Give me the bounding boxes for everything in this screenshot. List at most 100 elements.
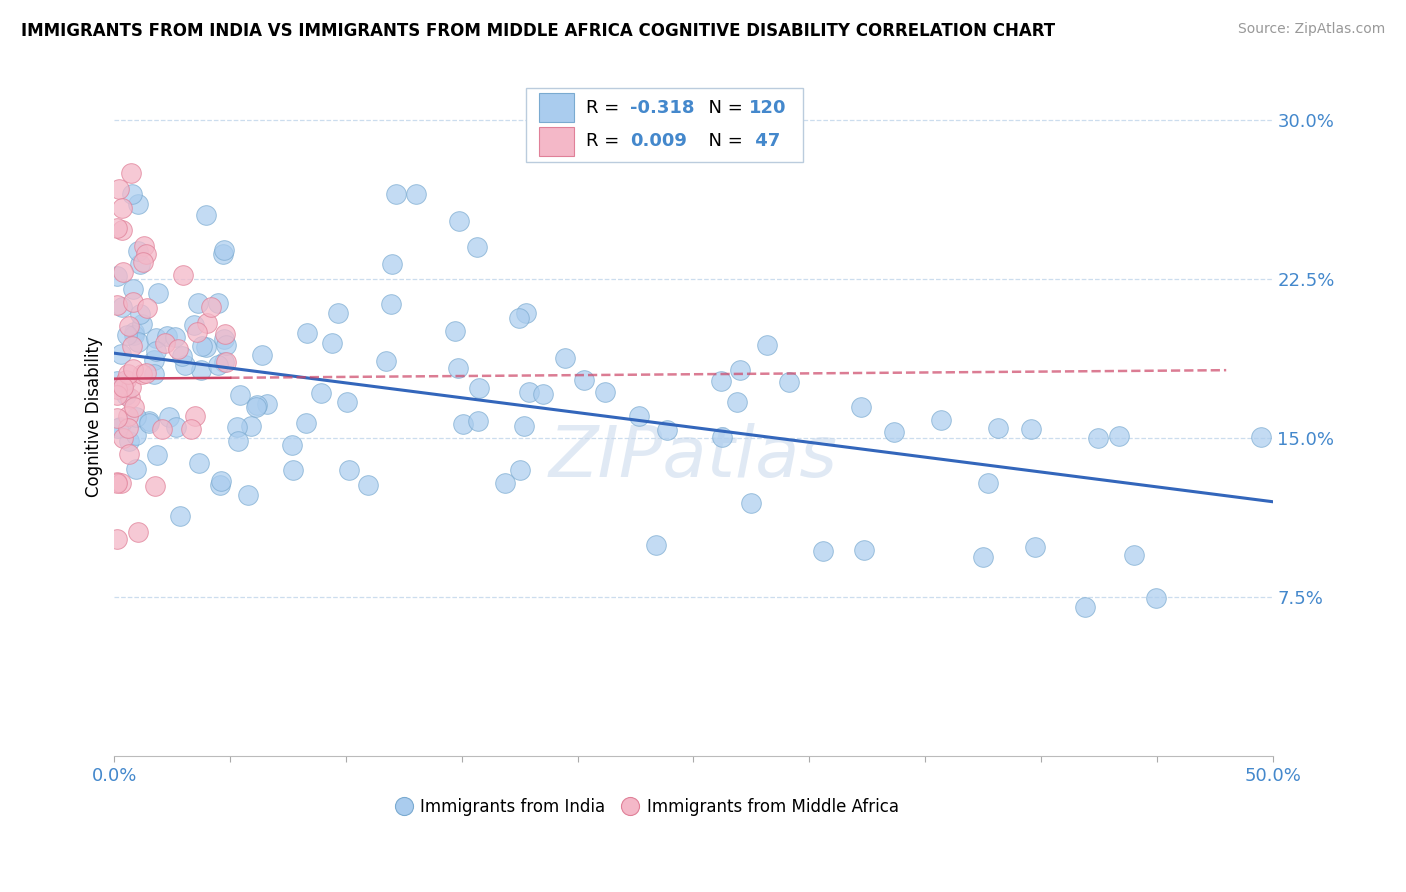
- Point: [121, 294, 143, 309]
- Point: [105, 476, 128, 491]
- Point: [337, 463, 360, 477]
- Text: 47: 47: [749, 132, 780, 150]
- Point: [778, 375, 800, 389]
- Point: [509, 463, 531, 477]
- Point: [508, 310, 530, 325]
- Point: [127, 197, 149, 211]
- Point: [256, 397, 278, 411]
- Point: [167, 343, 190, 357]
- Point: [125, 427, 148, 442]
- Point: [156, 328, 179, 343]
- Point: [381, 257, 404, 271]
- Point: [121, 282, 143, 296]
- Point: [336, 395, 359, 409]
- Text: N =: N =: [697, 99, 748, 117]
- Point: [214, 327, 236, 342]
- Point: [236, 488, 259, 502]
- Point: [110, 476, 132, 491]
- Point: [115, 373, 138, 387]
- Point: [105, 382, 128, 396]
- Point: [311, 385, 333, 400]
- Point: [326, 306, 349, 320]
- Point: [111, 300, 134, 314]
- Point: [121, 187, 143, 202]
- Point: [138, 414, 160, 428]
- Point: [112, 431, 135, 445]
- Point: [138, 417, 160, 431]
- Point: [465, 240, 488, 254]
- Point: [187, 296, 209, 310]
- Point: [105, 410, 128, 425]
- FancyBboxPatch shape: [526, 87, 803, 162]
- Point: [1087, 431, 1109, 445]
- Point: [756, 338, 779, 352]
- Point: [183, 318, 205, 333]
- Point: [145, 343, 167, 358]
- Point: [294, 417, 316, 431]
- Point: [195, 316, 218, 330]
- Point: [740, 496, 762, 510]
- Point: [169, 509, 191, 524]
- Text: 120: 120: [749, 99, 786, 117]
- Point: [135, 247, 157, 261]
- Point: [115, 388, 138, 402]
- Point: [108, 420, 131, 434]
- Point: [494, 476, 516, 491]
- Point: [127, 335, 149, 350]
- Point: [710, 374, 733, 388]
- Point: [853, 542, 876, 557]
- Point: [212, 332, 235, 346]
- Point: [118, 447, 141, 461]
- Point: [118, 434, 141, 448]
- Point: [120, 391, 142, 405]
- Point: [190, 363, 212, 377]
- Point: [725, 395, 748, 409]
- Text: IMMIGRANTS FROM INDIA VS IMMIGRANTS FROM MIDDLE AFRICA COGNITIVE DISABILITY CORR: IMMIGRANTS FROM INDIA VS IMMIGRANTS FROM…: [21, 22, 1056, 40]
- Point: [120, 380, 142, 394]
- Point: [374, 353, 396, 368]
- Text: 0.009: 0.009: [630, 132, 686, 150]
- Point: [143, 367, 166, 381]
- Point: [131, 367, 153, 381]
- Point: [209, 477, 232, 491]
- Point: [295, 326, 318, 340]
- Point: [111, 202, 134, 216]
- Point: [112, 380, 135, 394]
- Point: [117, 421, 139, 435]
- Point: [105, 475, 128, 489]
- Point: [356, 478, 378, 492]
- Point: [200, 301, 222, 315]
- FancyBboxPatch shape: [540, 93, 574, 121]
- Point: [150, 422, 173, 436]
- Point: [405, 187, 427, 202]
- Point: [195, 340, 218, 354]
- Point: [593, 385, 616, 400]
- Point: [215, 338, 238, 352]
- Point: [515, 305, 537, 319]
- Point: [1250, 430, 1272, 444]
- Point: [385, 187, 408, 202]
- Point: [711, 430, 734, 444]
- Point: [211, 247, 233, 261]
- Point: [157, 409, 180, 424]
- Point: [180, 422, 202, 436]
- Point: [145, 448, 167, 462]
- Point: [972, 549, 994, 564]
- Point: [467, 380, 489, 394]
- Point: [250, 348, 273, 362]
- Point: [572, 373, 595, 387]
- Point: [467, 414, 489, 428]
- Point: [105, 298, 128, 312]
- Point: [1123, 548, 1146, 562]
- Text: -0.318: -0.318: [630, 99, 695, 117]
- Point: [645, 538, 668, 552]
- Point: [117, 327, 139, 342]
- Point: [108, 182, 131, 196]
- Point: [849, 401, 872, 415]
- Point: [531, 387, 554, 401]
- Point: [129, 257, 152, 271]
- Point: [883, 425, 905, 440]
- Text: R =: R =: [586, 99, 624, 117]
- Point: [127, 524, 149, 539]
- Point: [131, 317, 153, 331]
